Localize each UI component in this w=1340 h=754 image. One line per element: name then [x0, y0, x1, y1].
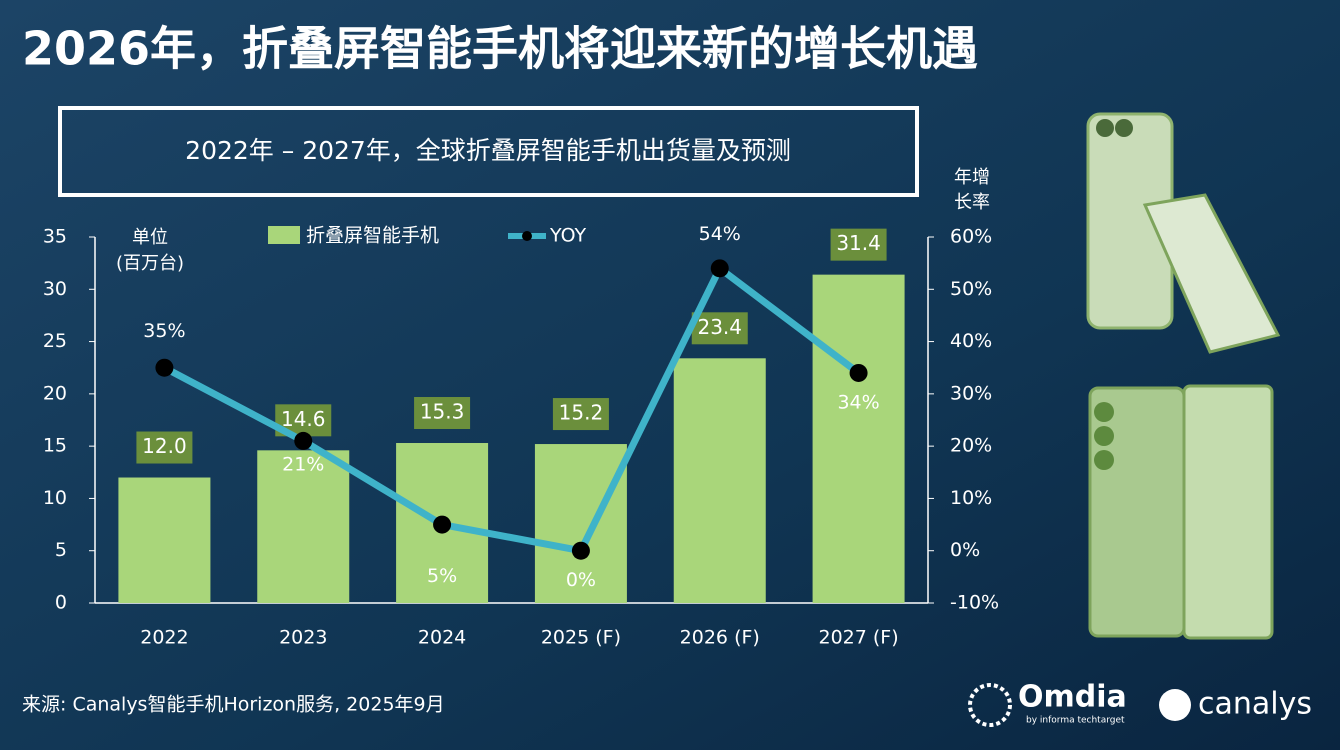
camera: [1094, 450, 1114, 470]
bar: [673, 358, 766, 603]
y-tick-label: 10: [43, 487, 67, 509]
y2-tick-label: 20%: [950, 435, 992, 457]
y-tick-label: 35: [43, 226, 67, 248]
yoy-line: [162, 264, 861, 555]
camera: [1094, 426, 1114, 446]
bar: [257, 450, 350, 603]
legend-swatch: [268, 226, 300, 244]
value-label: 23.4: [697, 315, 742, 339]
y2-tick-label: 50%: [950, 278, 992, 300]
value-label-box: [830, 228, 887, 261]
y2-tick-label: 0%: [950, 539, 980, 561]
bar: [812, 274, 905, 603]
yoy-label: 21%: [282, 453, 324, 475]
camera: [1096, 119, 1114, 137]
bar: [534, 444, 627, 603]
x-tick-label: 2027 (F): [819, 627, 899, 649]
yoy-label: 54%: [699, 223, 741, 245]
legend-label: 折叠屏智能手机: [306, 225, 439, 247]
value-label-box: [136, 431, 193, 464]
yoy-label: 5%: [427, 565, 457, 587]
flip-phone-open: [1142, 193, 1281, 354]
subtitle-box: [58, 106, 919, 197]
source-note: 来源: Canalys智能手机Horizon服务, 2025年9月: [22, 694, 445, 716]
x-tick-label: 2026 (F): [680, 627, 760, 649]
value-label: 14.6: [281, 407, 326, 431]
y-axis-label: (百万台): [116, 253, 184, 274]
value-label-box: [691, 312, 748, 345]
y-tick-label: 15: [43, 435, 67, 457]
camera: [1115, 119, 1133, 137]
chart-subtitle: 2022年 – 2027年，全球折叠屏智能手机出货量及预测: [185, 136, 791, 165]
legend-swatch: [522, 231, 532, 241]
value-label-box: [414, 397, 471, 430]
omdia-logo: Omdia: [1018, 680, 1127, 715]
y2-tick-label: -10%: [950, 592, 999, 614]
yoy-point: [433, 515, 452, 534]
x-tick-label: 2024: [418, 627, 466, 649]
yoy-point: [294, 431, 313, 450]
y2-tick-label: 30%: [950, 382, 992, 404]
x-tick-label: 2025 (F): [541, 627, 621, 649]
x-tick-label: 2023: [279, 627, 327, 649]
omdia-icon: [968, 683, 1012, 727]
fold-phone-back: [1088, 386, 1186, 638]
omdia-sub: by informa techtarget: [1026, 716, 1125, 726]
bar: [118, 477, 211, 603]
yoy-point: [849, 363, 868, 382]
y-axis-label: 单位: [132, 227, 168, 248]
canalys-icon: [1159, 689, 1191, 721]
x-tick-label: 2022: [140, 627, 188, 649]
yoy-point: [710, 259, 729, 278]
chart-title: 2026年，折叠屏智能手机将迎来新的增长机遇: [22, 22, 978, 76]
legend-label: YOY: [549, 225, 586, 247]
y2-axis-label: 年增: [954, 167, 990, 188]
yoy-label: 35%: [143, 320, 185, 342]
y-tick-label: 20: [43, 382, 67, 404]
value-label: 15.2: [559, 401, 604, 425]
y-tick-label: 25: [43, 330, 67, 352]
yoy-label: 34%: [837, 391, 879, 413]
yoy-label: 0%: [566, 569, 596, 591]
value-label: 15.3: [420, 400, 465, 424]
value-label-box: [552, 398, 609, 431]
yoy-point: [155, 358, 174, 377]
fold-phone-front: [1182, 384, 1274, 640]
y-tick-label: 30: [43, 278, 67, 300]
y-tick-label: 0: [55, 592, 67, 614]
y2-axis-label: 长率: [954, 192, 990, 213]
y-tick-label: 5: [55, 539, 67, 561]
yoy-point: [571, 541, 590, 560]
camera: [1094, 402, 1114, 422]
y2-tick-label: 40%: [950, 330, 992, 352]
canalys-logo: canalys: [1198, 687, 1312, 722]
value-label: 31.4: [836, 231, 881, 255]
phones: [1086, 112, 1281, 640]
value-label: 12.0: [142, 434, 187, 458]
y2-tick-label: 60%: [950, 226, 992, 248]
logos: Omdia by informa techtarget canalys: [968, 680, 1312, 727]
y2-tick-label: 10%: [950, 487, 992, 509]
